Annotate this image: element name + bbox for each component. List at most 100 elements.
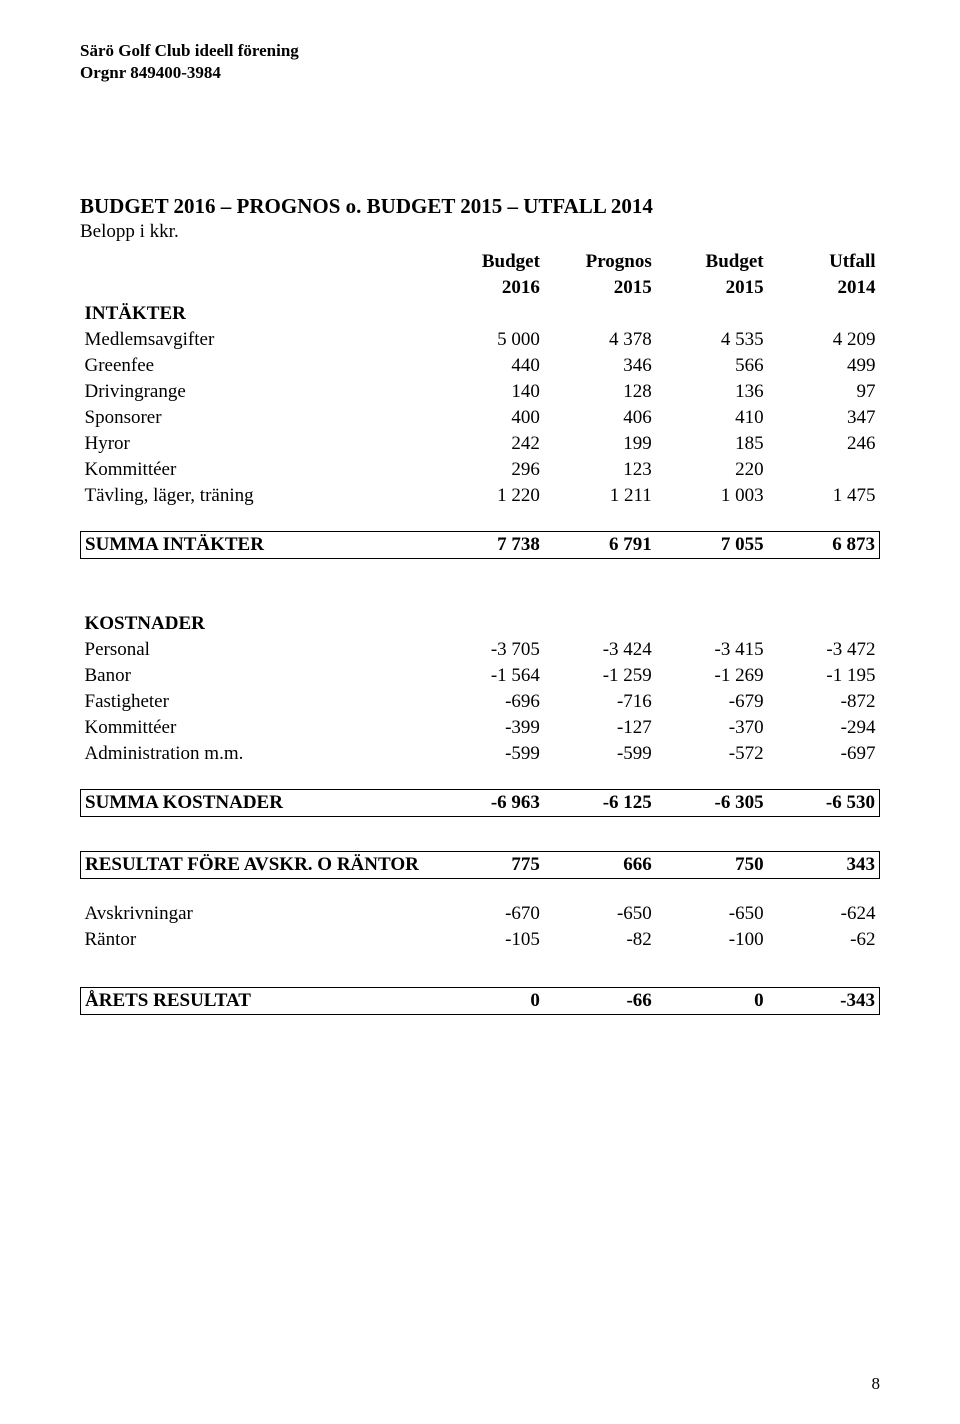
- intakter-value: 5 000: [432, 327, 544, 353]
- resultat-fore-label: RESULTAT FÖRE AVSKR. O RÄNTOR: [81, 852, 433, 879]
- intakter-row: Medlemsavgifter5 0004 3784 5354 209: [81, 327, 880, 353]
- intakter-value: 246: [768, 431, 880, 457]
- intakter-value: 199: [544, 431, 656, 457]
- intakter-value: 4 209: [768, 327, 880, 353]
- summa-kostnader-v0: -6 963: [432, 790, 544, 817]
- resultat-fore-v2: 750: [656, 852, 768, 879]
- resultat-fore-v1: 666: [544, 852, 656, 879]
- kostnader-value: -572: [656, 741, 768, 767]
- kostnader-value: -3 705: [432, 637, 544, 663]
- intakter-label: Drivingrange: [81, 379, 433, 405]
- kostnader-value: -127: [544, 715, 656, 741]
- intakter-value: 296: [432, 457, 544, 483]
- kostnader-value: -1 195: [768, 663, 880, 689]
- kostnader-value: -696: [432, 689, 544, 715]
- org-number: Orgnr 849400-3984: [80, 62, 880, 84]
- kostnader-value: -697: [768, 741, 880, 767]
- arets-resultat-v3: -343: [768, 988, 880, 1015]
- intakter-value: 499: [768, 353, 880, 379]
- col1-header-top: Budget: [432, 249, 544, 275]
- adjust-label: Räntor: [81, 927, 433, 953]
- summa-kostnader-v2: -6 305: [656, 790, 768, 817]
- kostnader-value: -3 415: [656, 637, 768, 663]
- kostnader-value: -1 269: [656, 663, 768, 689]
- intakter-label: Greenfee: [81, 353, 433, 379]
- col2-header-bot: 2015: [544, 275, 656, 301]
- kostnader-label: Personal: [81, 637, 433, 663]
- page-title: BUDGET 2016 – PROGNOS o. BUDGET 2015 – U…: [80, 194, 880, 219]
- intakter-value: 346: [544, 353, 656, 379]
- intakter-row: Hyror242199185246: [81, 431, 880, 457]
- kostnader-label: Kommittéer: [81, 715, 433, 741]
- intakter-value: [768, 457, 880, 483]
- arets-resultat-row: ÅRETS RESULTAT 0 -66 0 -343: [81, 988, 880, 1015]
- budget-table: Budget Prognos Budget Utfall 2016 2015 2…: [80, 249, 880, 1015]
- summa-intakter-v3: 6 873: [768, 532, 880, 559]
- col4-header-bot: 2014: [768, 275, 880, 301]
- col4-header-top: Utfall: [768, 249, 880, 275]
- intakter-value: 347: [768, 405, 880, 431]
- org-name: Särö Golf Club ideell förening: [80, 40, 880, 62]
- kostnader-heading-row: KOSTNADER: [81, 611, 880, 637]
- intakter-heading-row: INTÄKTER: [81, 301, 880, 327]
- kostnader-row: Kommittéer-399-127-370-294: [81, 715, 880, 741]
- adjust-value: -82: [544, 927, 656, 953]
- adjust-value: -100: [656, 927, 768, 953]
- intakter-label: Tävling, läger, träning: [81, 483, 433, 509]
- intakter-value: 242: [432, 431, 544, 457]
- intakter-label: Sponsorer: [81, 405, 433, 431]
- adjust-value: -650: [544, 901, 656, 927]
- intakter-heading: INTÄKTER: [81, 301, 433, 327]
- kostnader-row: Fastigheter-696-716-679-872: [81, 689, 880, 715]
- summa-intakter-label: SUMMA INTÄKTER: [81, 532, 433, 559]
- page-subtitle: Belopp i kkr.: [80, 221, 880, 243]
- page-number: 8: [872, 1374, 881, 1394]
- kostnader-value: -872: [768, 689, 880, 715]
- arets-resultat-v0: 0: [432, 988, 544, 1015]
- intakter-value: 1 475: [768, 483, 880, 509]
- kostnader-value: -679: [656, 689, 768, 715]
- intakter-value: 185: [656, 431, 768, 457]
- summa-kostnader-v3: -6 530: [768, 790, 880, 817]
- summa-intakter-v2: 7 055: [656, 532, 768, 559]
- arets-resultat-v1: -66: [544, 988, 656, 1015]
- kostnader-value: -1 259: [544, 663, 656, 689]
- intakter-label: Hyror: [81, 431, 433, 457]
- col-header-row-1: Budget Prognos Budget Utfall: [81, 249, 880, 275]
- intakter-value: 4 378: [544, 327, 656, 353]
- kostnader-label: Fastigheter: [81, 689, 433, 715]
- adjust-value: -62: [768, 927, 880, 953]
- intakter-value: 4 535: [656, 327, 768, 353]
- intakter-value: 1 211: [544, 483, 656, 509]
- kostnader-value: -3 472: [768, 637, 880, 663]
- intakter-row: Kommittéer296123220: [81, 457, 880, 483]
- summa-intakter-v1: 6 791: [544, 532, 656, 559]
- kostnader-label: Banor: [81, 663, 433, 689]
- intakter-row: Sponsorer400406410347: [81, 405, 880, 431]
- intakter-row: Greenfee440346566499: [81, 353, 880, 379]
- kostnader-value: -3 424: [544, 637, 656, 663]
- kostnader-row: Personal-3 705-3 424-3 415-3 472: [81, 637, 880, 663]
- intakter-label: Kommittéer: [81, 457, 433, 483]
- intakter-value: 566: [656, 353, 768, 379]
- summa-kostnader-row: SUMMA KOSTNADER -6 963 -6 125 -6 305 -6 …: [81, 790, 880, 817]
- kostnader-value: -1 564: [432, 663, 544, 689]
- kostnader-value: -370: [656, 715, 768, 741]
- summa-intakter-v0: 7 738: [432, 532, 544, 559]
- arets-resultat-label: ÅRETS RESULTAT: [81, 988, 433, 1015]
- col2-header-top: Prognos: [544, 249, 656, 275]
- kostnader-value: -294: [768, 715, 880, 741]
- resultat-fore-row: RESULTAT FÖRE AVSKR. O RÄNTOR 775 666 75…: [81, 852, 880, 879]
- adjust-value: -105: [432, 927, 544, 953]
- intakter-value: 140: [432, 379, 544, 405]
- intakter-value: 128: [544, 379, 656, 405]
- col-header-row-2: 2016 2015 2015 2014: [81, 275, 880, 301]
- kostnader-value: -399: [432, 715, 544, 741]
- kostnader-label: Administration m.m.: [81, 741, 433, 767]
- intakter-value: 136: [656, 379, 768, 405]
- kostnader-value: -716: [544, 689, 656, 715]
- adjust-value: -650: [656, 901, 768, 927]
- col3-header-bot: 2015: [656, 275, 768, 301]
- intakter-value: 97: [768, 379, 880, 405]
- col3-header-top: Budget: [656, 249, 768, 275]
